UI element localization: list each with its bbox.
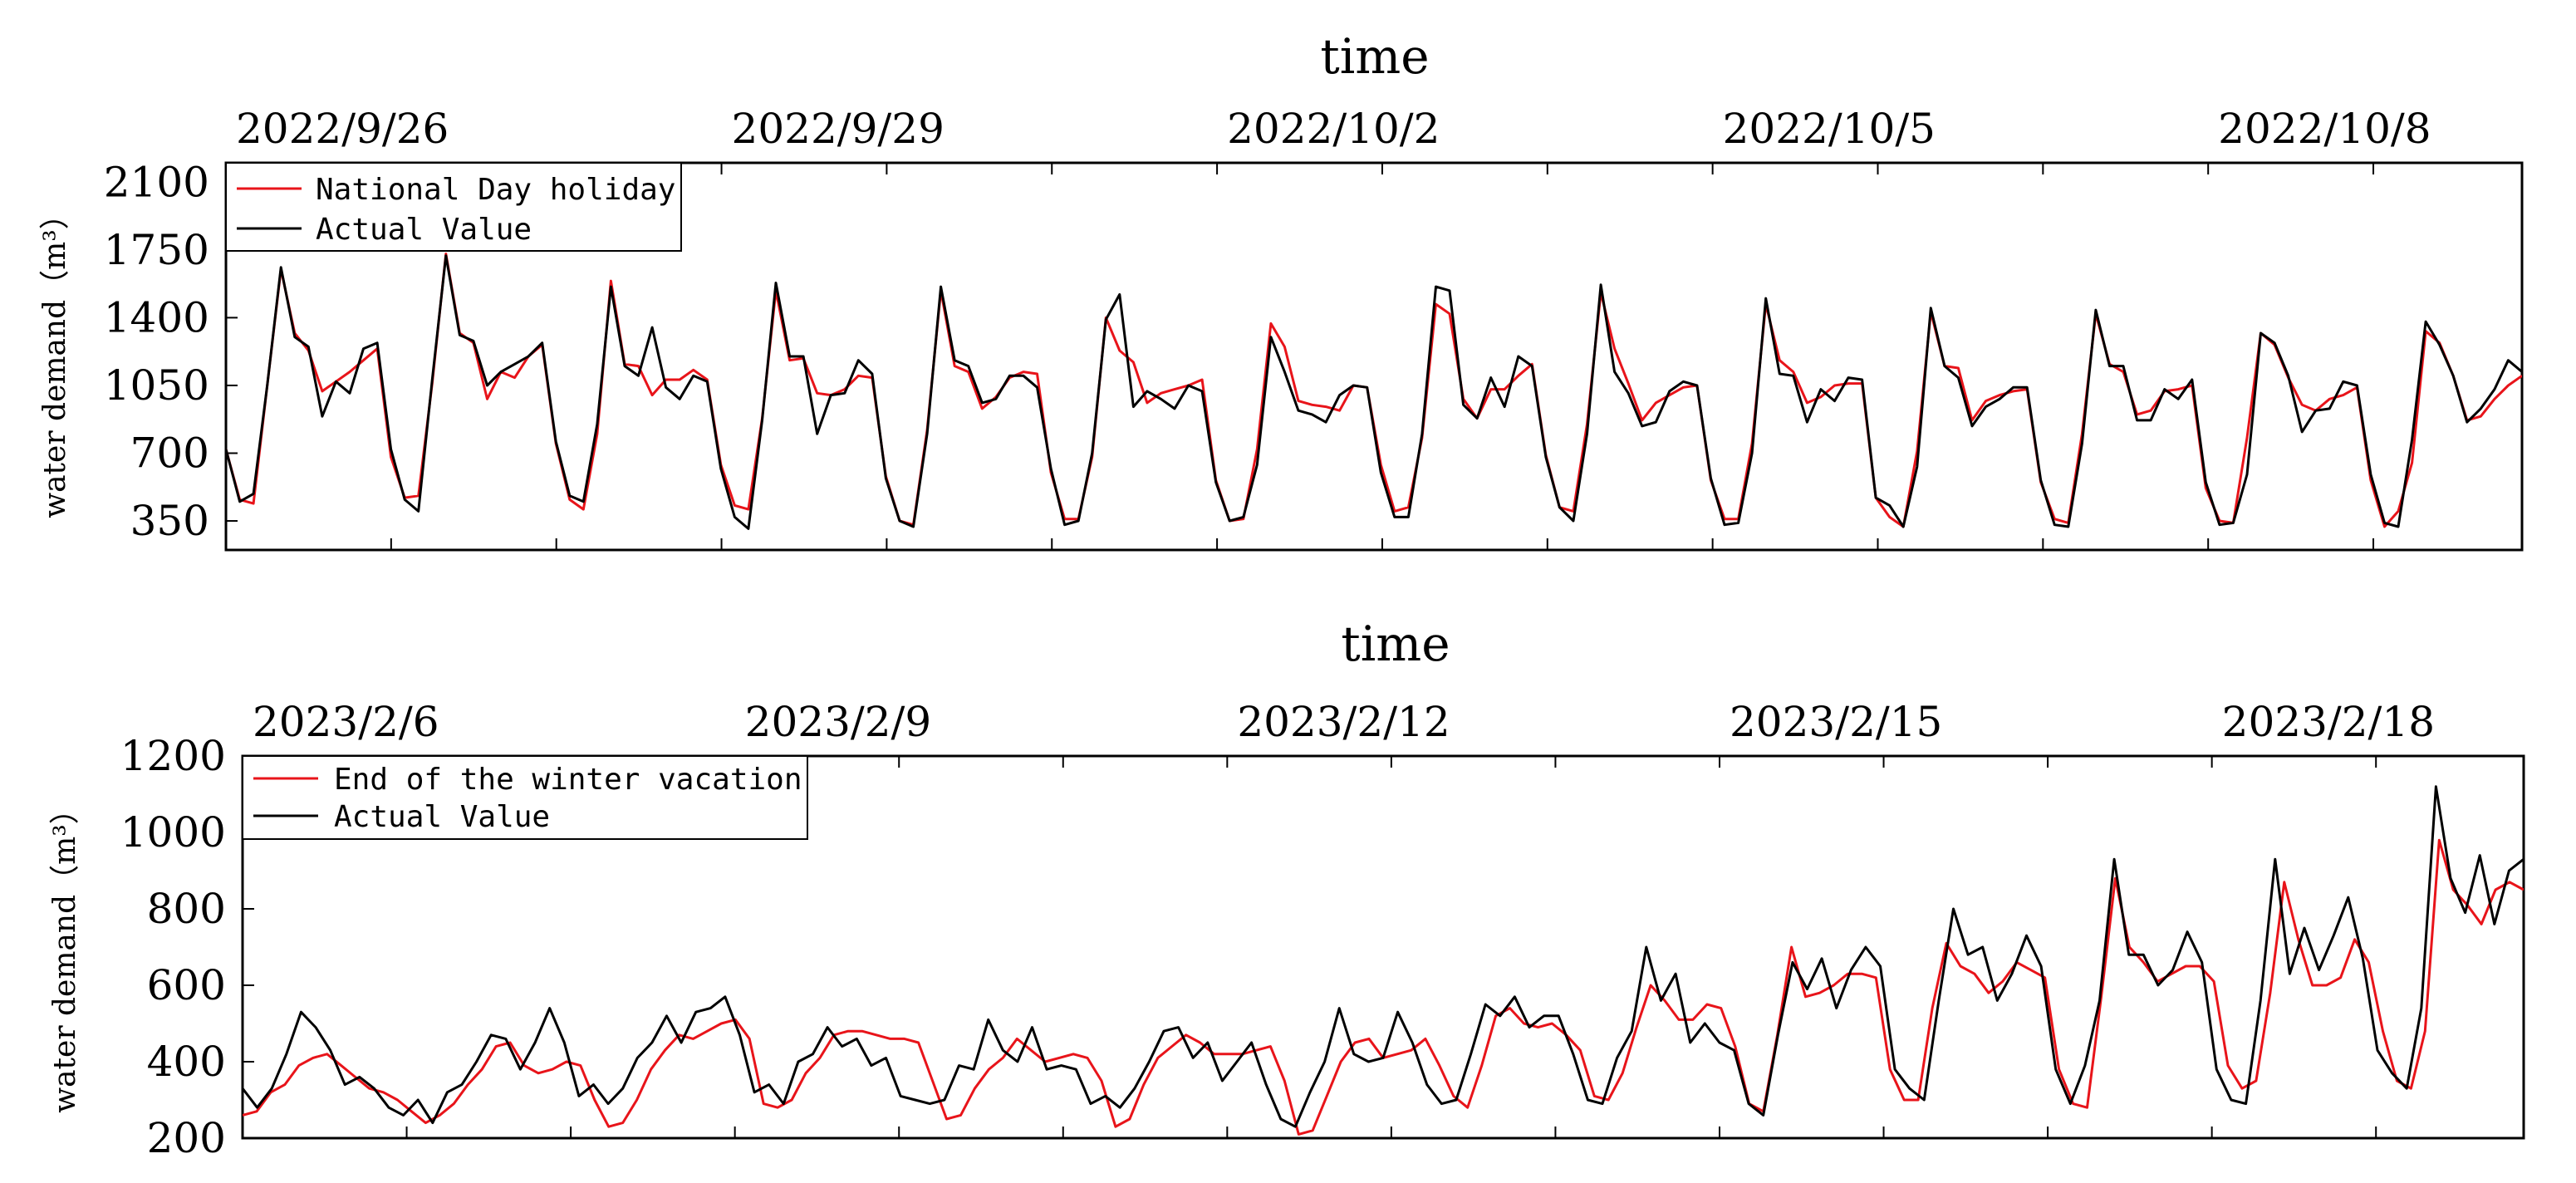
y-tick-label: 1050 bbox=[104, 361, 209, 410]
chart-top-panel: time water demand（m³） 350 700 1050 1400 1750… bbox=[38, 28, 2524, 552]
legend-box bbox=[225, 162, 682, 252]
chart-title: time bbox=[1320, 28, 1429, 85]
chart-bottom-panel: time water demand（m³） 200 400 600 800 1000 12… bbox=[48, 616, 2525, 1162]
x-tick-label: 2022/9/26 bbox=[236, 105, 449, 153]
x-tick-label: 2023/2/9 bbox=[745, 698, 932, 746]
series-line-actual bbox=[226, 254, 2522, 530]
chart-title: time bbox=[1341, 616, 1450, 672]
series-line-predicted bbox=[226, 253, 2522, 528]
legend-label-actual: Actual Value bbox=[334, 800, 550, 834]
legend-label-predicted: End of the winter vacation bbox=[334, 763, 802, 797]
y-axis-label: water demand（m³） bbox=[38, 199, 72, 518]
y-tick-label: 350 bbox=[130, 497, 209, 545]
legend-label-actual: Actual Value bbox=[316, 213, 532, 247]
y-tick-label: 2100 bbox=[104, 158, 209, 206]
x-tick-labels: 2022/9/26 2022/9/29 2022/10/2 2022/10/5 2022… bbox=[236, 105, 2431, 153]
x-tick-label: 2023/2/15 bbox=[1730, 698, 1942, 746]
y-axis-label: water demand（m³） bbox=[48, 794, 82, 1112]
plot-frame bbox=[224, 161, 2524, 552]
y-tick-labels: 350 700 1050 1400 1750 2100 bbox=[104, 158, 209, 545]
x-tick-label: 2022/10/5 bbox=[1723, 105, 1936, 153]
x-tick-label: 2022/9/29 bbox=[732, 105, 945, 153]
x-tick-label: 2023/2/12 bbox=[1237, 698, 1450, 746]
x-tick-labels: 2023/2/6 2023/2/9 2023/2/12 2023/2/15 2023/2… bbox=[253, 698, 2435, 746]
x-tick-label: 2023/2/6 bbox=[253, 698, 439, 746]
y-tick-label: 1000 bbox=[120, 808, 226, 857]
y-tick-label: 200 bbox=[147, 1114, 226, 1162]
series-line-actual bbox=[243, 785, 2524, 1128]
series-lines bbox=[243, 785, 2524, 1136]
series-lines bbox=[226, 253, 2522, 530]
plot-frame bbox=[241, 754, 2525, 1140]
y-tick-label: 600 bbox=[147, 961, 226, 1009]
y-tick-label: 400 bbox=[147, 1038, 226, 1086]
y-tick-label: 700 bbox=[130, 430, 209, 478]
legend-box bbox=[242, 755, 808, 840]
y-tick-label: 1400 bbox=[104, 293, 209, 341]
x-tick-label: 2023/2/18 bbox=[2222, 698, 2435, 746]
legend: End of the winter vacation Actual Value bbox=[242, 755, 808, 840]
y-tick-label: 800 bbox=[147, 885, 226, 933]
x-tick-label: 2022/10/2 bbox=[1227, 105, 1440, 153]
y-tick-label: 1200 bbox=[120, 732, 226, 780]
x-tick-label: 2022/10/8 bbox=[2218, 105, 2431, 153]
y-tick-label: 1750 bbox=[104, 226, 209, 274]
legend-label-predicted: National Day holiday bbox=[316, 173, 675, 207]
legend: National Day holiday Actual Value bbox=[225, 162, 682, 252]
y-tick-labels: 200 400 600 800 1000 1200 bbox=[120, 732, 226, 1162]
